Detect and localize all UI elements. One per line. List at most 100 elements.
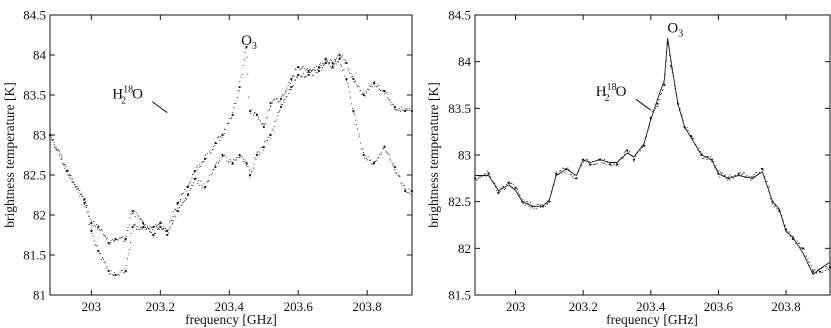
right-series-1-point — [555, 172, 558, 175]
left-series-1-sample — [202, 161, 204, 163]
left-series-2-sample — [365, 158, 367, 160]
left-series-1-sample — [180, 194, 182, 196]
left-series-1-sample — [307, 67, 309, 69]
left-series-2-sample — [334, 61, 336, 63]
left-series-1-sample — [368, 89, 370, 91]
left-series-1-sample — [218, 136, 220, 138]
left-series-1-sample — [280, 96, 282, 98]
left-series-2-sample — [177, 207, 179, 209]
left-series-1-sample — [171, 219, 173, 221]
left-series-1-sample — [147, 228, 149, 230]
left-series-2-sample — [122, 269, 124, 271]
right-series-1-sample — [622, 157, 624, 159]
right-series-1-sample — [812, 269, 814, 271]
left-series-2-sample — [124, 267, 126, 270]
right-series-1-sample — [563, 167, 565, 169]
left-series-1-sample — [91, 225, 93, 227]
left-series-2-sample — [297, 74, 299, 76]
left-series-2-sample — [305, 75, 307, 78]
left-series-1-sample — [301, 67, 303, 69]
right-series-1-sample — [644, 145, 646, 147]
left-series-2-sample — [256, 151, 258, 153]
left-series-1-sample — [95, 224, 98, 226]
left-series-2-sample — [262, 149, 264, 151]
left-series-1-sample — [397, 109, 399, 111]
left-series-2-sample — [84, 206, 86, 208]
right-x-axis-label: frequency [GHz] — [606, 312, 698, 327]
right-annotation-o3: O3 — [667, 20, 683, 39]
right-series-1-sample — [724, 174, 726, 177]
left-series-2-sample — [270, 133, 272, 135]
left-series-1-sample — [384, 93, 386, 95]
left-series-2-sample — [332, 68, 334, 70]
left-series-2-sample — [268, 134, 270, 136]
left-series-1-sample — [286, 87, 288, 89]
left-series-2-point — [90, 229, 93, 233]
left-series-2-sample — [395, 172, 398, 174]
left-series-1-sample — [252, 114, 254, 116]
left-series-1-sample — [282, 95, 284, 97]
left-series-1-sample — [121, 236, 123, 238]
left-series-2-sample — [78, 192, 80, 194]
left-series-1-sample — [127, 227, 129, 229]
left-series-1-point — [279, 97, 283, 101]
left-series-1-sample — [298, 67, 300, 69]
right-series-1-sample — [603, 159, 605, 161]
left-series-1-sample — [293, 75, 295, 77]
left-series-2-sample — [254, 157, 256, 159]
right-series-1-sample — [478, 176, 480, 178]
left-series-2-point — [317, 69, 320, 73]
left-y-tick-label: 81.5 — [23, 248, 46, 263]
right-series-1-sample — [479, 176, 481, 178]
left-series-1-sample — [240, 76, 242, 78]
left-series-2-sample — [403, 185, 405, 187]
left-x-tick-label: 203.8 — [353, 299, 382, 314]
left-series-2-sample — [362, 152, 365, 154]
left-series-2-sample — [52, 139, 54, 141]
left-series-2-sample — [278, 111, 280, 113]
left-series-1-sample — [353, 81, 355, 83]
left-series-1-sample — [119, 237, 121, 239]
right-series-1-sample — [555, 171, 558, 173]
left-series-2-sample — [283, 99, 285, 101]
right-series-1-sample — [567, 167, 569, 169]
left-series-2-sample — [385, 150, 387, 152]
left-series-1-point — [131, 209, 134, 213]
right-series-1-sample — [749, 175, 751, 177]
left-series-2-sample — [202, 186, 204, 189]
right-series-1-sample — [687, 130, 689, 132]
right-series-1-sample — [739, 171, 741, 174]
left-series-1-sample — [369, 85, 371, 87]
right-series-1-sample — [656, 105, 658, 107]
left-series-1-sample — [232, 112, 234, 114]
right-series-1-sample — [710, 156, 712, 158]
left-annotations: O3 H18 2 O — [112, 33, 257, 114]
left-series-2-sample — [100, 258, 102, 261]
right-series-1-sample — [496, 192, 498, 194]
right-series-1-sample — [601, 161, 603, 163]
left-series-1-sample — [343, 59, 345, 61]
left-series-2-sample — [232, 163, 234, 165]
left-series-2-sample — [281, 104, 283, 106]
left-series-2-sample — [156, 224, 158, 226]
left-series-2-sample — [241, 156, 243, 159]
left-series-2-point — [186, 193, 189, 197]
right-series-1-sample — [486, 170, 488, 172]
left-series-1-sample — [291, 76, 294, 78]
left-series-2-sample — [190, 188, 192, 190]
left-series-1-sample — [205, 154, 207, 156]
right-chart-marks — [473, 37, 831, 275]
right-series-1-sample — [718, 176, 720, 178]
left-series-1-point — [262, 125, 265, 129]
right-series-1-sample — [597, 158, 599, 160]
left-series-2-sample — [289, 88, 291, 91]
left-y-axis-label: brightness temperature [K] — [2, 82, 17, 227]
left-series-1-sample — [320, 62, 322, 64]
right-y-axis-label: brightness temperature [K] — [426, 82, 441, 227]
left-series-1-point — [238, 85, 241, 89]
left-series-1-sample — [132, 212, 134, 214]
left-series-1-sample — [146, 225, 149, 227]
left-series-1-sample — [243, 59, 245, 61]
right-series-1-sample — [583, 161, 585, 163]
left-series-2-sample — [313, 74, 315, 76]
